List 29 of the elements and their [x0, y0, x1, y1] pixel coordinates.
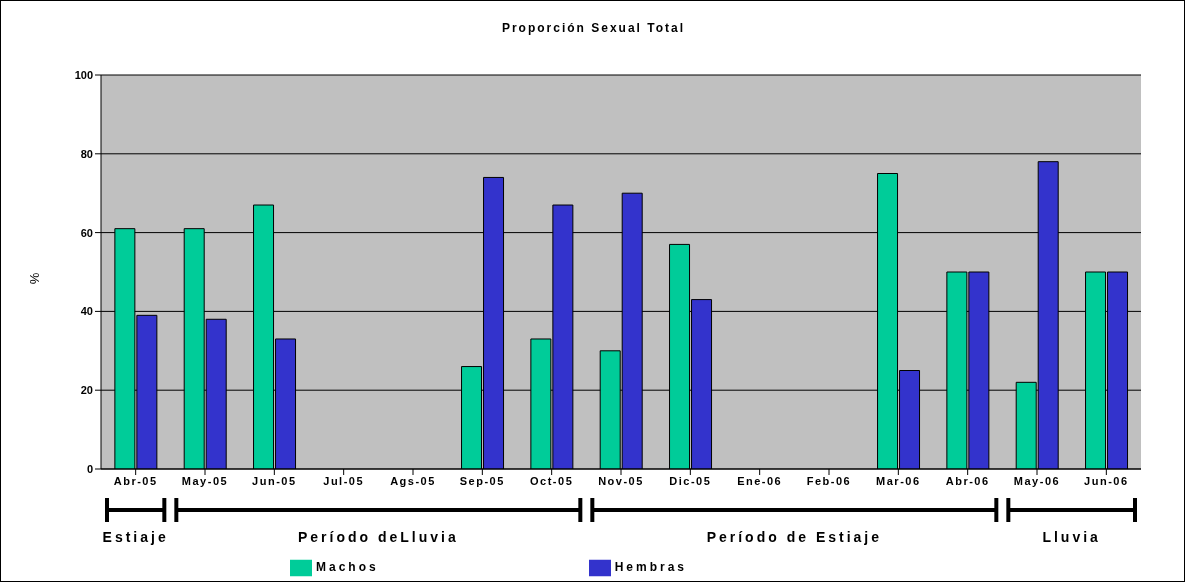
x-tick-label: Nov-05 [598, 474, 644, 487]
x-tick-label: Sep-05 [459, 474, 505, 487]
x-tick-label: Jun-06 [1084, 474, 1129, 487]
y-tick-label: 60 [80, 226, 93, 239]
y-tick-label: 40 [80, 305, 93, 318]
x-tick-label: Abr-05 [113, 474, 158, 487]
y-tick-label: 100 [74, 68, 93, 81]
text: Lluvia [1042, 529, 1101, 545]
x-tick-label: Dic-05 [669, 474, 712, 487]
x-tick-label: Feb-06 [806, 474, 852, 487]
y-axis-title: % [27, 272, 43, 285]
y-tick-label: 0 [86, 462, 93, 475]
x-tick-label: Jun-05 [252, 474, 297, 487]
x-tick-label: Mar-06 [876, 474, 921, 487]
text: Período de Estiaje [706, 529, 883, 545]
x-tick-label: Ene-06 [737, 474, 783, 487]
x-tick-label: Jul-05 [323, 474, 365, 487]
legend-label: Hembras [614, 560, 688, 575]
legend-label: Machos [315, 560, 379, 575]
y-tick-label: 20 [80, 384, 93, 397]
text: Estiaje [102, 529, 169, 545]
x-tick-label: May-05 [181, 474, 229, 487]
x-tick-label: Oct-05 [530, 474, 574, 487]
x-tick-label: Ags-05 [390, 474, 436, 487]
x-tick-label: May-06 [1013, 474, 1061, 487]
text: Período deLluvia [297, 529, 459, 545]
chart-title: Proporción Sexual Total [500, 21, 687, 35]
x-tick-label: Abr-06 [945, 474, 990, 487]
y-tick-label: 80 [80, 147, 93, 160]
